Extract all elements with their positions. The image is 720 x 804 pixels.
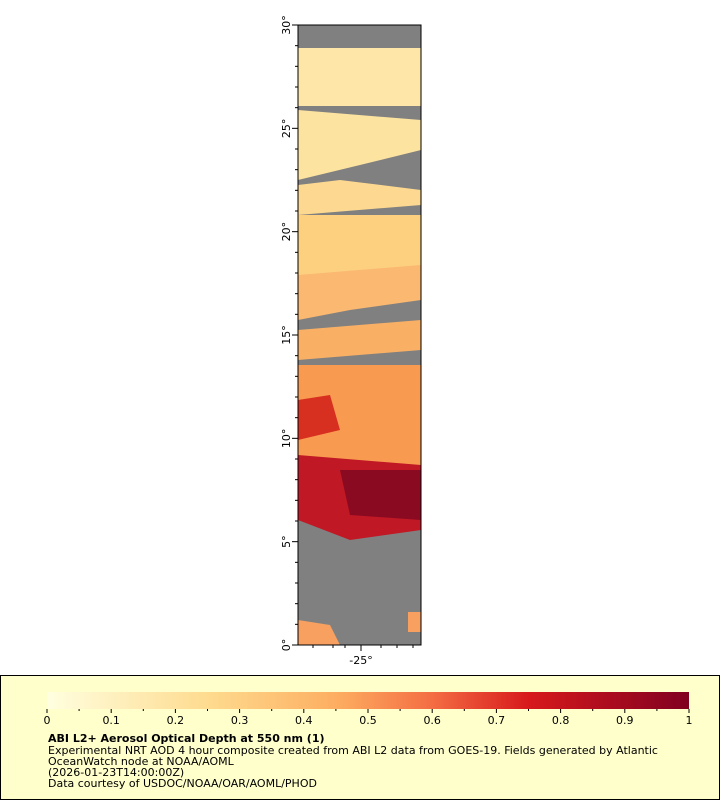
lat-label: 0° [280, 639, 293, 652]
colorbar [47, 692, 689, 709]
legend-title: ABI L2+ Aerosol Optical Depth at 550 nm … [48, 732, 325, 745]
lat-label: 30° [280, 15, 293, 35]
legend-line: OceanWatch node at NOAA/AOML [48, 755, 235, 768]
colorbar-label: 0.4 [295, 714, 313, 727]
legend-line: Data courtesy of USDOC/NOAA/OAR/AOML/PHO… [48, 777, 317, 790]
colorbar-label: 0.3 [231, 714, 249, 727]
colorbar-label: 0.5 [359, 714, 377, 727]
axes: 0° 5° 10° 15° 20° 25° 30° -25° [280, 15, 414, 667]
colorbar-label: 0.1 [102, 714, 120, 727]
colorbar-label: 0.7 [488, 714, 506, 727]
lat-label: 25° [280, 119, 293, 139]
colorbar-label: 0 [44, 714, 51, 727]
legend-line: Experimental NRT AOD 4 hour composite cr… [48, 744, 658, 757]
colorbar-label: 0.6 [423, 714, 441, 727]
lat-label: 20° [280, 222, 293, 242]
lat-label: 5° [280, 535, 293, 548]
lon-label: -25° [349, 654, 372, 667]
lat-label: 15° [280, 325, 293, 345]
colorbar-ticks: 0 0.1 0.2 0.3 0.4 0.5 0.6 0.7 0.8 0.9 1 [44, 709, 693, 727]
lat-label: 10° [280, 429, 293, 449]
colorbar-label: 1 [686, 714, 693, 727]
map-raster [297, 24, 422, 646]
legend-line: (2026-01-23T14:00:00Z) [48, 766, 184, 779]
colorbar-label: 0.2 [167, 714, 185, 727]
colorbar-label: 0.9 [616, 714, 634, 727]
colorbar-label: 0.8 [552, 714, 570, 727]
